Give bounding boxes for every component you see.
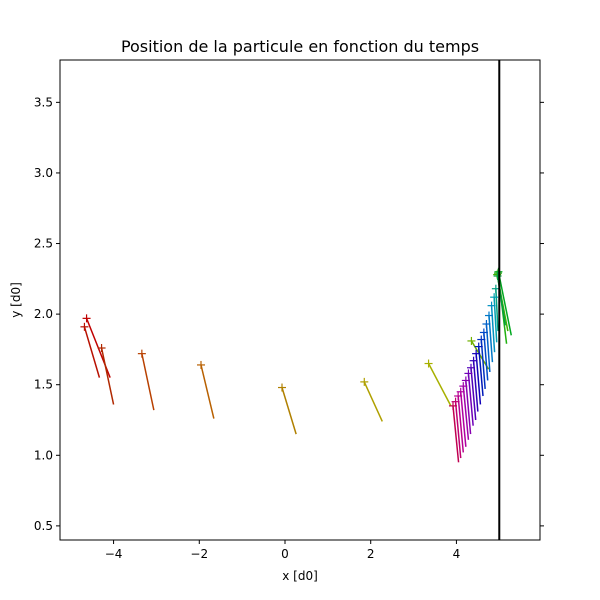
y-tick-label: 1.0 xyxy=(34,448,53,462)
y-tick-label: 2.0 xyxy=(34,307,53,321)
data-point xyxy=(467,363,475,372)
data-point xyxy=(360,377,369,386)
data-point xyxy=(485,311,493,320)
data-point xyxy=(451,397,460,406)
velocity-segment xyxy=(493,297,498,343)
velocity-segment xyxy=(470,367,477,421)
data-point xyxy=(479,328,488,337)
velocity-segment xyxy=(457,395,465,453)
data-point xyxy=(97,344,106,352)
velocity-segment xyxy=(490,305,496,353)
y-tick-label: 1.5 xyxy=(34,378,53,392)
velocity-segment xyxy=(363,381,383,422)
velocity-segment xyxy=(100,347,115,405)
y-tick-label: 3.5 xyxy=(34,95,53,109)
x-tick-label: −2 xyxy=(190,547,208,561)
velocity-segment xyxy=(497,271,513,336)
velocity-segment xyxy=(141,353,155,411)
x-tick-label: −4 xyxy=(105,547,123,561)
axes-ticks: −4 −2 0 2 4 0.5 1.0 1.5 2.0 2.5 3.0 3.5 xyxy=(34,95,544,561)
data-point xyxy=(487,301,496,310)
velocity-segment xyxy=(200,364,215,419)
data-point xyxy=(454,392,463,400)
velocity-segment xyxy=(475,353,482,405)
y-tick-label: 0.5 xyxy=(34,519,53,533)
velocity-segment xyxy=(454,401,462,459)
data-point xyxy=(82,314,91,323)
axes-frame xyxy=(59,59,541,541)
velocity-segment xyxy=(459,391,467,447)
data-point xyxy=(474,342,483,351)
data-point xyxy=(80,322,89,331)
data-point xyxy=(464,369,473,378)
data-point xyxy=(490,293,499,302)
data-point xyxy=(469,356,478,365)
x-tick-label: 2 xyxy=(367,547,375,561)
velocity-segment xyxy=(472,360,479,412)
data-point xyxy=(482,320,491,328)
data-point xyxy=(449,401,457,410)
velocity-segment xyxy=(462,386,470,440)
velocity-segment xyxy=(427,363,452,407)
data-point xyxy=(459,382,468,391)
velocity-segment xyxy=(465,380,472,435)
velocity-segment xyxy=(83,326,101,378)
data-point xyxy=(461,376,470,385)
x-axis-label: x [d0] xyxy=(282,569,318,583)
velocity-segment xyxy=(467,373,474,426)
velocity-segment xyxy=(281,387,297,435)
velocity-segment xyxy=(483,332,489,381)
y-tick-label: 2.5 xyxy=(34,237,53,251)
chart-title: Position de la particule en fonction du … xyxy=(121,37,479,56)
y-tick-label: 3.0 xyxy=(34,166,53,180)
velocity-segment xyxy=(480,339,486,389)
x-tick-label: 0 xyxy=(281,547,289,561)
data-point xyxy=(424,359,433,368)
data-point xyxy=(456,387,465,396)
velocity-segment xyxy=(495,288,499,332)
data-point xyxy=(472,349,481,358)
y-axis-label: y [d0] xyxy=(9,282,23,318)
data-point xyxy=(467,336,476,345)
plot-area xyxy=(80,60,513,540)
data-point xyxy=(477,335,486,344)
data-point xyxy=(197,360,205,369)
x-tick-label: 4 xyxy=(453,547,461,561)
velocity-segment xyxy=(477,346,484,397)
data-point xyxy=(278,383,286,392)
velocity-segment xyxy=(452,405,460,463)
data-point xyxy=(137,349,146,358)
velocity-segment xyxy=(488,315,494,363)
